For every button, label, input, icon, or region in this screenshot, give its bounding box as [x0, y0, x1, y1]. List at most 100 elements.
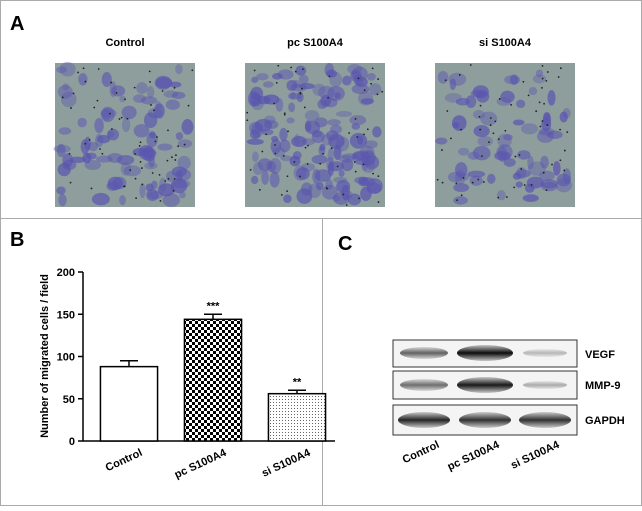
cell	[512, 119, 525, 126]
protein-label: VEGF	[585, 349, 615, 361]
pore	[72, 92, 75, 95]
cell	[171, 91, 186, 100]
pore	[446, 110, 449, 112]
pore	[286, 175, 289, 178]
cell	[556, 173, 571, 187]
cell	[289, 91, 297, 100]
pore	[159, 199, 162, 202]
cell	[435, 137, 448, 145]
pore	[545, 189, 548, 192]
band	[523, 381, 567, 389]
pore	[520, 168, 523, 170]
pore	[566, 131, 569, 134]
cell	[487, 173, 496, 184]
cell	[175, 132, 184, 141]
cell	[503, 157, 516, 167]
cell	[56, 186, 66, 195]
pore	[134, 177, 137, 180]
cell	[60, 91, 77, 108]
cell	[372, 126, 382, 138]
cell	[266, 160, 277, 173]
pore	[96, 99, 99, 102]
pore	[563, 169, 566, 172]
pore	[306, 163, 309, 165]
y-tick-label: 200	[57, 267, 75, 279]
cell	[321, 133, 333, 146]
pore	[88, 138, 91, 141]
cell	[78, 73, 88, 86]
cell	[293, 165, 307, 181]
cell	[301, 162, 316, 172]
pore	[489, 124, 492, 127]
pore	[342, 193, 345, 196]
pore	[265, 133, 268, 136]
cell	[146, 189, 159, 202]
cell	[552, 160, 561, 176]
cell	[341, 184, 351, 201]
pore	[557, 76, 560, 78]
cell	[107, 152, 123, 163]
pore	[191, 69, 194, 72]
cell	[143, 112, 158, 129]
pore	[283, 113, 286, 116]
pore	[77, 71, 79, 74]
cell	[311, 130, 325, 144]
pore	[479, 104, 482, 107]
cell	[271, 73, 283, 80]
cell	[437, 70, 449, 84]
cell	[136, 82, 148, 95]
cell	[123, 165, 142, 177]
cell	[535, 69, 544, 78]
pore	[161, 90, 164, 92]
cell	[181, 119, 194, 135]
pore	[280, 193, 283, 196]
pore	[462, 177, 465, 179]
cell	[351, 123, 361, 130]
significance: ***	[207, 300, 221, 312]
cell	[140, 96, 158, 105]
cell	[540, 155, 549, 169]
pore	[363, 133, 365, 136]
pore	[294, 70, 297, 73]
cell	[119, 195, 126, 206]
pore	[371, 67, 374, 70]
cell	[133, 94, 146, 103]
cell	[288, 102, 296, 113]
cell	[165, 171, 176, 182]
pore	[118, 118, 121, 120]
pore	[134, 153, 136, 155]
pore	[246, 119, 249, 122]
cell	[162, 193, 180, 207]
cell	[312, 83, 326, 96]
pore	[498, 98, 501, 100]
cell	[516, 99, 526, 109]
pore	[261, 150, 264, 153]
image-title: Control	[105, 37, 144, 49]
panel-label: C	[338, 233, 352, 255]
cell	[270, 138, 282, 154]
pore	[84, 80, 87, 83]
cell	[316, 181, 324, 191]
y-tick-label: 100	[57, 352, 75, 364]
bar	[99, 365, 159, 442]
cell	[465, 95, 477, 109]
cell	[121, 105, 137, 120]
pore	[535, 110, 538, 113]
cell	[318, 85, 335, 100]
pore	[541, 86, 543, 89]
pore	[110, 128, 113, 130]
cell	[256, 73, 269, 81]
pore	[171, 156, 173, 159]
pore	[541, 64, 544, 67]
pore	[302, 68, 304, 71]
pore	[68, 152, 71, 155]
pore	[275, 81, 278, 84]
pore	[518, 154, 521, 156]
cell	[334, 92, 341, 99]
pore	[70, 107, 72, 109]
pore	[345, 204, 348, 206]
pore	[377, 201, 380, 203]
pore	[109, 112, 111, 115]
cell	[472, 110, 486, 119]
pore	[140, 167, 143, 169]
